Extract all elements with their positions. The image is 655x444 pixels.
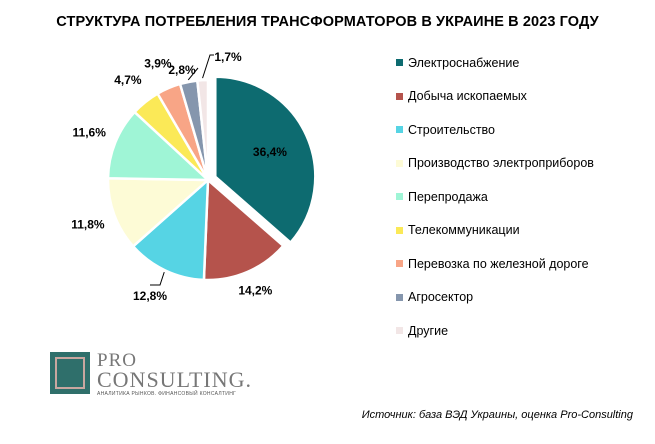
- pie-slice-5: [106, 110, 212, 182]
- legend-item-5: Перепродажа: [396, 180, 651, 214]
- pie-slice-1: [214, 75, 317, 245]
- slice-label-5: 11,6%: [73, 125, 107, 139]
- leader-line-8: [187, 67, 199, 81]
- leader-line-9: [202, 54, 214, 79]
- leader-line-3: [150, 271, 165, 286]
- legend-label-3: Строительство: [408, 122, 495, 137]
- legend-label-8: Агросектор: [408, 290, 474, 305]
- legend-swatch-9: [396, 327, 403, 335]
- legend-item-4: Производство электроприборов: [396, 147, 651, 181]
- pie-slice-3: [131, 177, 210, 282]
- legend-swatch-1: [396, 59, 403, 67]
- legend-item-1: Электроснабжение: [396, 46, 651, 80]
- legend-item-3: Строительство: [396, 113, 651, 147]
- pro-consulting-logo: PRO CONSULTING. АНАЛИТИКА РЫНКОВ. ФИНАНС…: [50, 350, 251, 398]
- slice-label-4: 11,8%: [71, 217, 105, 231]
- legend-swatch-8: [396, 293, 403, 301]
- slice-label-3: 12,8%: [133, 289, 167, 303]
- legend-swatch-5: [396, 193, 403, 201]
- legend-label-5: Перепродажа: [408, 189, 488, 204]
- slice-label-9: 1,7%: [214, 50, 242, 64]
- legend-item-6: Телекоммуникации: [396, 214, 651, 248]
- slice-label-2: 14,2%: [238, 283, 272, 297]
- legend: Электроснабжение Добыча ископаемых Строите…: [396, 46, 651, 348]
- legend-item-2: Добыча ископаемых: [396, 80, 651, 114]
- legend-label-6: Телекоммуникации: [408, 223, 520, 238]
- legend-label-7: Перевозка по железной дороге: [408, 256, 589, 271]
- logo-tagline: АНАЛИТИКА РЫНКОВ. ФИНАНСОВЫЙ КОНСАЛТИНГ: [97, 391, 237, 397]
- legend-swatch-6: [396, 226, 403, 234]
- legend-label-1: Электроснабжение: [408, 55, 520, 70]
- slice-label-6: 4,7%: [114, 73, 142, 87]
- legend-swatch-4: [396, 159, 403, 167]
- legend-label-9: Другие: [408, 323, 449, 338]
- legend-swatch-7: [396, 260, 403, 268]
- slice-label-7: 3,9%: [144, 56, 172, 70]
- legend-label-2: Добыча ископаемых: [408, 89, 527, 104]
- logo-text-pro: PRO: [97, 350, 137, 371]
- legend-swatch-2: [396, 92, 403, 100]
- pie-slice-9: [195, 78, 210, 181]
- chart-title: СТРУКТУРА ПОТРЕБЛЕНИЯ ТРАНСФОРМАТОРОВ В …: [56, 14, 599, 30]
- legend-label-4: Производство электроприборов: [408, 156, 594, 171]
- pie-slice-4: [106, 176, 212, 249]
- legend-item-7: Перевозка по железной дороге: [396, 247, 651, 281]
- legend-item-9: Другие: [396, 314, 651, 348]
- source-note: Источник: база ВЭД Украины, оценка Pro-C…: [361, 409, 633, 421]
- pie-slice-2: [202, 177, 286, 282]
- legend-swatch-3: [396, 126, 403, 134]
- logo-emblem-icon: [50, 352, 90, 394]
- pie-chart: 36,4% 14,2% 12,8% 11,8% 11,6% 4,7%3,9%2,8% 1,7…: [71, 50, 317, 303]
- slice-label-1: 36,4%: [253, 145, 287, 159]
- logo-text-consulting: CONSULTING.: [97, 367, 253, 392]
- legend-item-8: Агросектор: [396, 281, 651, 315]
- slice-label-8: 2,8%: [168, 63, 196, 77]
